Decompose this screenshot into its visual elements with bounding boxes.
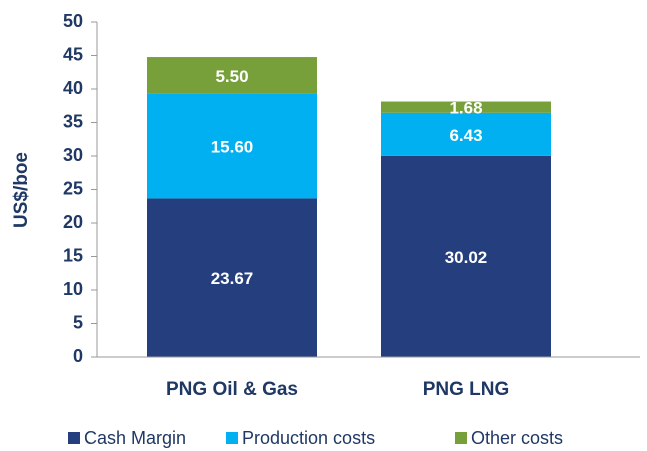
x-tick-label: PNG LNG [423,379,510,400]
data-label: 30.02 [445,248,488,267]
y-tick-label: 50 [63,11,83,31]
legend-swatch [226,432,238,444]
y-tick-label: 15 [63,245,83,265]
data-label: 23.67 [211,269,254,288]
data-label: 1.68 [449,99,482,118]
legend-swatch [68,432,80,444]
y-tick-label: 25 [63,178,83,198]
legend-swatch [455,432,467,444]
bar-segment [381,101,551,113]
y-tick-label: 45 [63,44,83,64]
bar-segment [147,93,317,199]
y-tick-label: 5 [73,312,83,332]
data-label: 15.60 [211,138,254,157]
data-label: 6.43 [449,126,482,145]
y-tick-label: 10 [63,279,83,299]
x-tick-label: PNG Oil & Gas [166,379,298,400]
bar-segment [147,57,317,94]
data-label: 5.50 [215,67,248,86]
y-tick-label: 0 [73,346,83,366]
legend-label: Other costs [471,428,563,448]
y-tick-label: 30 [63,145,83,165]
y-axis-label: US$/boe [11,152,32,228]
y-tick-label: 40 [63,78,83,98]
y-tick-label: 20 [63,212,83,232]
legend-label: Cash Margin [84,428,186,448]
legend-label: Production costs [242,428,375,448]
bar-segment [381,155,551,357]
bar-segment [147,198,317,357]
bar-segment [381,112,551,156]
y-tick-label: 35 [63,111,83,131]
